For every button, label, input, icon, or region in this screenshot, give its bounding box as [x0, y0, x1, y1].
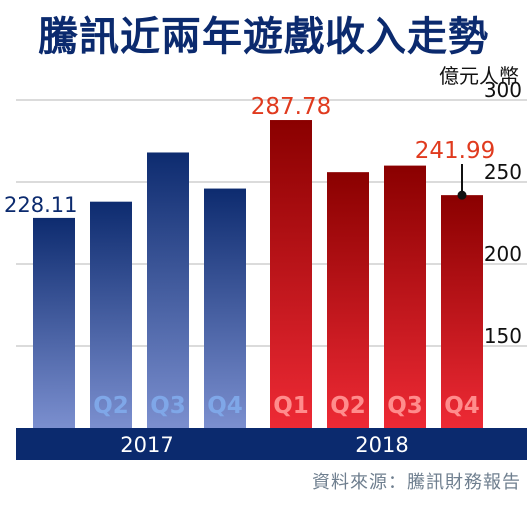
bar-2018-Q3: [384, 165, 426, 428]
quarter-label: Q3: [387, 393, 423, 419]
y-tick-label: 300: [484, 78, 522, 102]
value-label-2018-q1: 287.78: [251, 94, 331, 120]
bar-2018-Q4: [441, 195, 483, 428]
source-note: 資料來源：騰訊財務報告: [312, 472, 521, 493]
bar-2018-Q1: [270, 120, 312, 428]
y-axis-unit: 億元人幣: [439, 64, 519, 88]
quarter-label: Q4: [444, 393, 480, 419]
quarter-label: Q3: [150, 393, 186, 419]
quarter-label: Q4: [207, 393, 243, 419]
bar-2017-q1: [33, 217, 75, 428]
chart-title: 騰訊近兩年遊戲收入走勢: [38, 14, 489, 60]
quarter-label: Q1: [273, 393, 309, 419]
bar-2017-Q3: [147, 152, 189, 429]
year-label-2017: 2017: [120, 433, 173, 457]
quarter-label: Q2: [93, 393, 129, 419]
bar-2017-Q4: [204, 188, 246, 428]
bar-2017-Q2: [90, 201, 132, 428]
callout-dot: [457, 190, 467, 200]
y-tick-label: 250: [484, 160, 522, 184]
value-label-2018-q4: 241.99: [415, 138, 495, 164]
year-label-2018: 2018: [355, 433, 408, 457]
value-label-2017-q1: 228.11: [4, 193, 77, 217]
y-tick-label: 150: [484, 324, 522, 348]
bar-2018-Q2: [327, 172, 369, 428]
quarter-label: Q2: [330, 393, 366, 419]
y-tick-label: 200: [484, 242, 522, 266]
year-axis-band: [16, 428, 527, 460]
